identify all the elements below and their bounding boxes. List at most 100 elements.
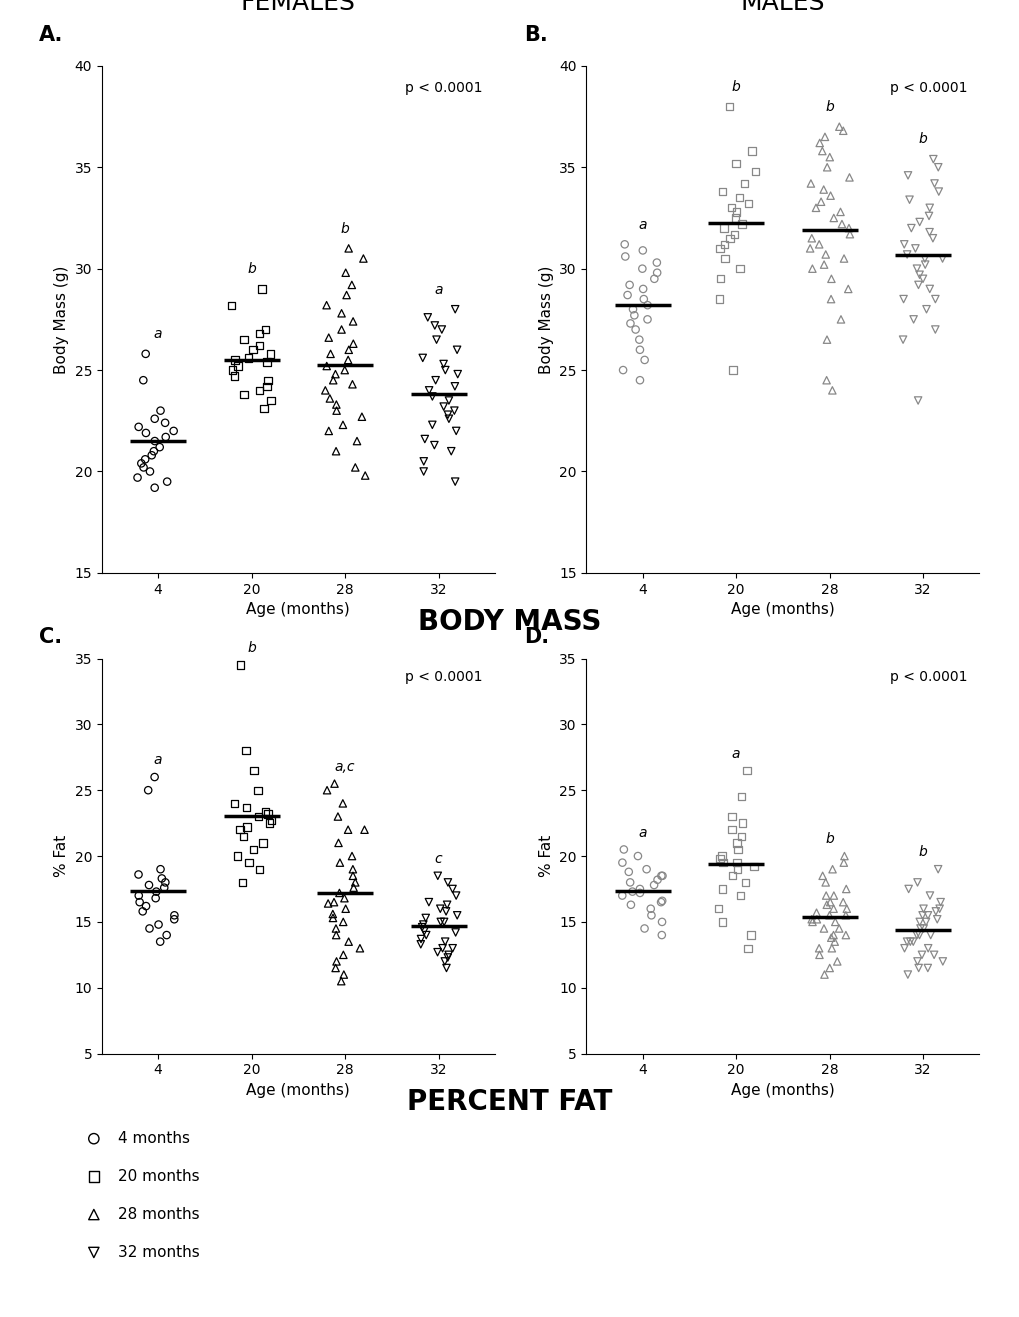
Point: [635, 278, 651, 299]
Point: [802, 173, 818, 194]
Point: [246, 760, 262, 781]
Point: [424, 386, 440, 407]
Point: [142, 918, 158, 939]
Text: b: b: [247, 641, 256, 655]
Point: [159, 471, 175, 493]
Point: [712, 269, 729, 290]
Point: [613, 852, 630, 873]
Point: [448, 905, 465, 926]
Point: [815, 179, 832, 200]
Point: [896, 234, 912, 255]
Point: [653, 865, 669, 886]
Point: [616, 246, 633, 267]
Point: [620, 861, 636, 882]
Text: a: a: [154, 753, 162, 766]
Point: [226, 366, 243, 387]
X-axis label: Age (months): Age (months): [731, 602, 834, 618]
Point: [723, 865, 740, 886]
Point: [263, 810, 279, 831]
Point: [320, 420, 336, 441]
Point: [914, 269, 930, 290]
Point: [933, 248, 950, 269]
Point: [913, 944, 929, 965]
Point: [818, 329, 835, 350]
Point: [229, 356, 246, 377]
Point: [909, 951, 925, 972]
Point: [238, 797, 255, 818]
Point: [446, 375, 463, 396]
Text: p < 0.0001: p < 0.0001: [889, 670, 966, 685]
X-axis label: Age (months): Age (months): [247, 602, 350, 618]
Point: [832, 202, 848, 223]
Point: [419, 307, 435, 328]
Point: [652, 892, 668, 913]
Point: [338, 284, 355, 306]
Point: [327, 441, 343, 462]
Point: [262, 344, 278, 365]
Point: [444, 878, 461, 900]
Point: [731, 187, 747, 208]
Point: [817, 885, 834, 906]
Point: [911, 918, 927, 939]
Point: [723, 806, 740, 827]
Point: [329, 806, 345, 827]
Point: [333, 303, 350, 324]
Point: [142, 461, 158, 482]
Point: [905, 309, 921, 331]
Point: [812, 191, 828, 212]
Point: [86, 1242, 102, 1263]
Text: b: b: [918, 846, 926, 859]
Text: b: b: [731, 80, 740, 94]
Y-axis label: % Fat: % Fat: [538, 835, 553, 877]
Point: [908, 258, 924, 279]
Point: [336, 360, 353, 381]
Point: [803, 228, 819, 249]
Point: [911, 212, 927, 233]
Text: a: a: [638, 826, 646, 840]
Point: [254, 278, 270, 299]
Point: [448, 340, 465, 361]
Point: [813, 141, 829, 162]
Point: [357, 465, 373, 486]
Point: [235, 826, 252, 847]
Point: [804, 911, 820, 932]
Point: [921, 885, 937, 906]
Point: [823, 938, 840, 959]
Point: [324, 907, 340, 928]
Point: [444, 938, 461, 959]
Point: [129, 468, 146, 489]
Point: [320, 893, 336, 914]
Point: [340, 931, 357, 952]
Point: [321, 389, 337, 410]
Point: [131, 892, 148, 913]
Point: [148, 881, 164, 902]
Point: [721, 228, 738, 249]
Point: [830, 116, 847, 137]
Point: [622, 313, 638, 335]
Point: [631, 878, 647, 900]
Point: [732, 258, 748, 279]
Point: [899, 165, 915, 186]
Point: [642, 898, 658, 919]
Point: [226, 349, 243, 370]
Point: [137, 449, 153, 470]
Point: [226, 793, 243, 814]
Point: [251, 336, 267, 357]
Point: [440, 408, 457, 429]
Point: [820, 905, 837, 926]
Point: [130, 885, 147, 906]
Point: [742, 925, 758, 946]
Point: [428, 329, 444, 350]
Point: [334, 793, 351, 814]
Point: [929, 859, 946, 880]
Point: [737, 872, 753, 893]
Point: [910, 957, 926, 979]
Text: 32 months: 32 months: [118, 1245, 200, 1260]
Point: [346, 457, 363, 478]
Point: [331, 882, 347, 903]
Point: [746, 161, 762, 182]
Point: [331, 852, 347, 873]
Point: [911, 911, 927, 932]
Point: [152, 437, 168, 458]
Point: [136, 457, 152, 478]
